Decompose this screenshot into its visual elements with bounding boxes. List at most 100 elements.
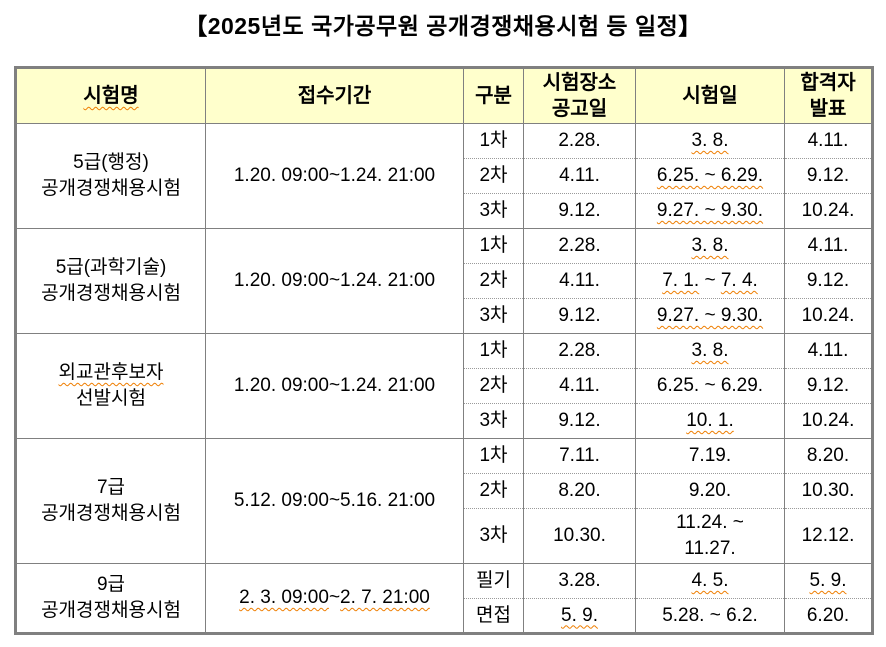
exam-date-cell: 9.20.	[635, 473, 785, 509]
venue-announce-date-cell: 9.12.	[523, 403, 636, 439]
table-row: 9급 공개경쟁채용시험 2. 3. 09:00~2. 7. 21:00 필기 3…	[15, 563, 873, 634]
text-segment: 10.30.	[801, 480, 855, 501]
table-row: 면접 5. 9. 5.28. ~ 6.2. 6.20.	[16, 598, 873, 634]
exam-date-cell: 9.27. ~ 9.30.	[635, 298, 785, 334]
pass-announce-date-cell: 10.24.	[784, 193, 873, 229]
venue-announce-date-cell: 4.11.	[523, 158, 636, 194]
text-segment: 2.28.	[558, 340, 601, 361]
spellcheck-underlined-text: 외교관후보자	[58, 362, 164, 383]
text-segment: 6.25. ~ 6.29.	[656, 375, 764, 396]
venue-announce-date-cell: 2.28.	[523, 123, 636, 159]
table-row: 2차 4.11. 6.25. ~ 6.29. 9.12.	[16, 158, 873, 194]
pass-announce-date-cell: 4.11.	[784, 333, 873, 369]
round-cell: 2차	[463, 158, 524, 194]
exam-date-cell: 7. 1. ~ 7. 4.	[635, 263, 785, 299]
venue-announce-date-cell: 2.28.	[523, 228, 636, 264]
text-segment: 4.11.	[807, 340, 849, 361]
text-segment: 10.24.	[801, 200, 855, 221]
text-segment: 11.24. ~ 11.27.	[676, 512, 744, 559]
header-venue-announce-date: 시험장소 공고일	[523, 67, 636, 124]
text-segment: 9.12.	[558, 200, 601, 221]
spellcheck-underlined-text: 9.27. ~ 9.30.	[656, 305, 764, 326]
text-segment: ~	[328, 587, 341, 608]
text-segment: 8.20.	[806, 445, 850, 466]
exam-date-cell: 11.24. ~ 11.27.	[635, 508, 785, 564]
text-segment: 구분	[475, 85, 512, 107]
spellcheck-underlined-text: 7. 1.	[662, 270, 700, 291]
text-segment: 시험일	[682, 85, 738, 107]
venue-announce-date-cell: 2.28.	[523, 333, 636, 369]
pass-announce-date-cell: 4.11.	[784, 228, 873, 264]
spellcheck-underlined-text: 9.27. ~ 9.30.	[656, 200, 764, 221]
venue-announce-date-cell: 4.11.	[523, 263, 636, 299]
text-segment: 3차	[479, 410, 508, 431]
text-segment: 9.12.	[806, 375, 850, 396]
exam-date-cell: 6.25. ~ 6.29.	[635, 368, 785, 404]
text-segment: 1.20. 09:00~1.24. 21:00	[233, 270, 436, 291]
venue-announce-date-cell: 9.12.	[523, 298, 636, 334]
text-segment: 1차	[479, 130, 508, 151]
text-segment: 시험장소 공고일	[542, 72, 617, 120]
text-segment: 2차	[479, 375, 508, 396]
venue-announce-date-cell: 3.28.	[523, 563, 636, 599]
text-segment: 4.11.	[559, 375, 600, 396]
text-segment: 5급(행정) 공개경쟁채용시험	[41, 152, 181, 199]
exam-name-cell: 5급(과학기술) 공개경쟁채용시험	[15, 228, 206, 334]
table-row: 외교관후보자 선발시험 1.20. 09:00~1.24. 21:00 1차 2…	[15, 333, 873, 439]
text-segment: 7급 공개경쟁채용시험	[41, 477, 181, 524]
pass-announce-date-cell: 6.20.	[784, 598, 873, 634]
exam-date-cell: 4. 5.	[635, 563, 785, 599]
round-cell: 2차	[463, 473, 524, 509]
text-segment: 1차	[479, 445, 508, 466]
venue-announce-date-cell: 7.11.	[523, 438, 636, 474]
venue-announce-date-cell: 4.11.	[523, 368, 636, 404]
text-segment: 5.28. ~ 6.2.	[662, 604, 758, 626]
spellcheck-underlined-text: 3. 8.	[691, 340, 729, 361]
venue-announce-date-cell: 9.12.	[523, 193, 636, 229]
round-cell: 3차	[463, 508, 524, 564]
table-row: 2차 4.11. 6.25. ~ 6.29. 9.12.	[16, 368, 873, 404]
exam-date-cell: 3. 8.	[635, 333, 785, 369]
text-segment: 7.19.	[688, 445, 732, 466]
spellcheck-underlined-text: 3. 8.	[691, 235, 729, 256]
round-cell: 3차	[463, 298, 524, 334]
spellcheck-underlined-text: 5. 9.	[561, 604, 598, 626]
header-exam-date: 시험일	[635, 67, 785, 124]
spellcheck-underlined-text: 7. 4.	[720, 270, 758, 291]
pass-announce-date-cell: 12.12.	[784, 508, 873, 564]
text-segment: 4.11.	[807, 130, 849, 151]
spellcheck-underlined-text: 2. 3. 09:00	[239, 587, 329, 608]
text-segment: ~	[699, 270, 721, 291]
round-cell: 1차	[463, 228, 524, 264]
application-period-cell: 1.20. 09:00~1.24. 21:00	[205, 123, 464, 229]
exam-date-cell: 6.25. ~ 6.29.	[635, 158, 785, 194]
text-segment: 1.20. 09:00~1.24. 21:00	[233, 375, 436, 396]
text-segment: 선발시험	[76, 388, 146, 409]
exam-name-cell: 7급 공개경쟁채용시험	[15, 438, 206, 564]
text-segment: 2.28.	[558, 235, 601, 256]
pass-announce-date-cell: 8.20.	[784, 438, 873, 474]
text-segment: 3.28.	[558, 570, 601, 591]
text-segment: 2차	[479, 165, 508, 186]
text-segment: 합격자 발표	[800, 72, 856, 120]
pass-announce-date-cell: 10.24.	[784, 403, 873, 439]
text-segment: 5급(과학기술) 공개경쟁채용시험	[41, 257, 181, 304]
exam-date-cell: 9.27. ~ 9.30.	[635, 193, 785, 229]
exam-schedule-table: 시험명 접수기간 구분 시험장소 공고일 시험일 합격자 발표 5급(행정) 공…	[14, 66, 874, 635]
table-row: 3차 9.12. 10. 1. 10.24.	[16, 403, 873, 439]
round-cell: 1차	[463, 123, 524, 159]
text-segment: 4.11.	[559, 270, 600, 291]
application-period-cell: 1.20. 09:00~1.24. 21:00	[205, 228, 464, 334]
round-cell: 2차	[463, 263, 524, 299]
table-row: 5급(과학기술) 공개경쟁채용시험 1.20. 09:00~1.24. 21:0…	[15, 228, 873, 334]
text-segment: 3차	[479, 200, 508, 221]
header-exam-name: 시험명	[15, 67, 206, 124]
text-segment: 필기	[476, 570, 511, 591]
venue-announce-date-cell: 10.30.	[523, 508, 636, 564]
spellcheck-underlined-text: 시험명	[83, 85, 139, 107]
text-segment: 1.20. 09:00~1.24. 21:00	[233, 165, 436, 186]
table-row: 3차 9.12. 9.27. ~ 9.30. 10.24.	[16, 298, 873, 334]
table-row: 5급(행정) 공개경쟁채용시험 1.20. 09:00~1.24. 21:00 …	[15, 123, 873, 229]
round-cell: 1차	[463, 438, 524, 474]
round-cell: 면접	[463, 598, 524, 634]
